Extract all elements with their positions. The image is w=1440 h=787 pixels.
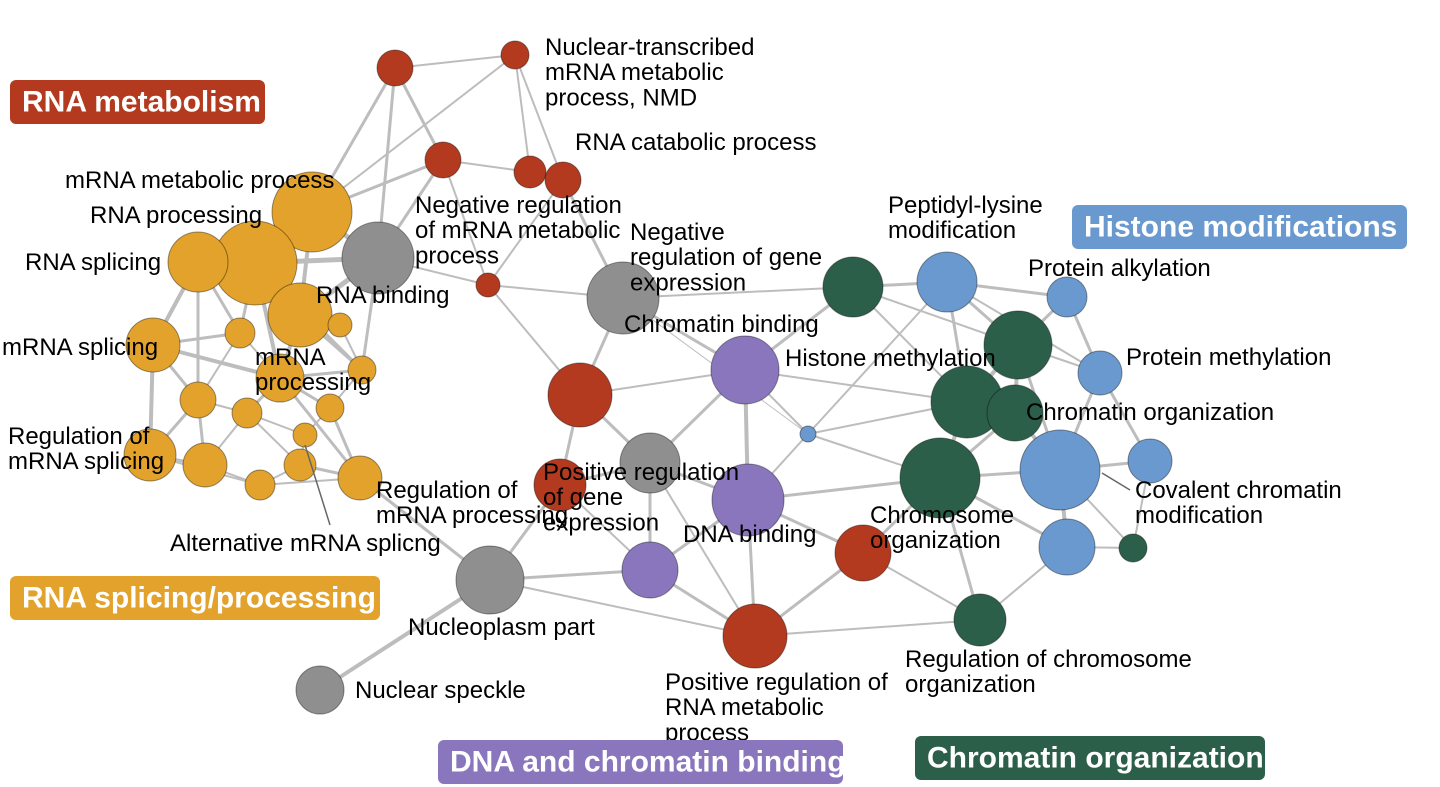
node-n_alt_spl	[293, 423, 317, 447]
node-label: Nuclear speckle	[355, 677, 526, 704]
node-n_sp8	[245, 470, 275, 500]
node-n_sp3	[180, 382, 216, 418]
node-n_sp7	[183, 443, 227, 487]
category-label-cat_dna: DNA and chromatin binding	[438, 740, 846, 784]
node-n_dc_chrbind	[711, 336, 779, 404]
node-label: Negativeregulation of geneexpression	[630, 219, 822, 296]
node-n_dc3	[622, 542, 678, 598]
category-label-text: Histone modifications	[1084, 211, 1397, 244]
node-n_gray4	[456, 546, 524, 614]
node-label: Positive regulation ofRNA metabolicproce…	[665, 669, 888, 746]
category-label-text: Chromatin organization	[927, 742, 1264, 775]
node-n_sp5	[316, 394, 344, 422]
node-n_co1	[823, 257, 883, 317]
node-label: Histone methylation	[785, 345, 996, 372]
node-n_rna_spl	[168, 232, 228, 292]
node-label: Regulation ofmRNA splicing	[8, 423, 164, 475]
node-label: Nucleoplasm part	[408, 614, 595, 641]
node-n_hm5	[1039, 519, 1095, 575]
node-label: Negative regulationof mRNA metabolicproc…	[415, 192, 622, 269]
node-n_co7	[1119, 534, 1147, 562]
category-label-text: DNA and chromatin binding	[450, 746, 846, 779]
category-label-cat_rna_met: RNA metabolism	[10, 80, 265, 124]
node-n_sp4	[232, 398, 262, 428]
node-label: mRNA metabolic process	[65, 167, 334, 194]
node-label: Chromosomeorganization	[870, 502, 1014, 554]
node-label: RNA catabolic process	[575, 129, 816, 156]
edge	[755, 620, 980, 636]
node-label: RNA processing	[90, 202, 262, 229]
node-n_hm_tiny	[800, 426, 816, 442]
node-label: Protein methylation	[1126, 344, 1331, 371]
category-label-cat_chrom: Chromatin organization	[915, 736, 1265, 780]
node-label: Regulation of chromosomeorganization	[905, 646, 1192, 698]
node-n_rm7	[548, 363, 612, 427]
node-label: Nuclear-transcribedmRNA metabolicprocess…	[545, 34, 754, 111]
category-label-cat_rna_spl: RNA splicing/processing	[10, 576, 380, 620]
node-n_hm_meth	[1078, 351, 1122, 395]
node-n_rm2	[501, 41, 529, 69]
node-n_hm_alk	[1047, 277, 1087, 317]
node-label: RNA splicing	[25, 249, 161, 276]
node-n_sp1	[225, 318, 255, 348]
leader-line	[1102, 473, 1130, 490]
node-label: DNA binding	[683, 521, 816, 548]
node-label: Chromatin organization	[1026, 399, 1274, 426]
node-n_gray5	[296, 666, 344, 714]
node-label: Alternative mRNA splicng	[170, 530, 441, 557]
category-label-text: RNA metabolism	[22, 86, 261, 119]
node-n_rm3	[425, 142, 461, 178]
node-label: Chromatin binding	[624, 311, 819, 338]
node-label: mRNA splicing	[2, 334, 158, 361]
node-n_hm_pep	[917, 252, 977, 312]
node-n_rm1	[377, 50, 413, 86]
node-label: Peptidyl-lysinemodification	[888, 192, 1043, 244]
node-label: Covalent chromatinmodification	[1135, 477, 1342, 529]
node-label: Protein alkylation	[1028, 255, 1211, 282]
network-diagram: mRNA metabolic process RNA processing RNA …	[0, 0, 1440, 787]
node-n_co6	[954, 594, 1006, 646]
node-n_sp2	[328, 313, 352, 337]
category-label-cat_hist: Histone modifications	[1072, 205, 1407, 249]
node-n_rm9	[723, 604, 787, 668]
node-label: RNA binding	[316, 282, 449, 309]
node-n_hm_chrorg	[1020, 430, 1100, 510]
node-n_rm6	[476, 273, 500, 297]
node-n_rm4	[514, 156, 546, 188]
leader-line	[305, 445, 330, 525]
category-label-text: RNA splicing/processing	[22, 582, 376, 615]
